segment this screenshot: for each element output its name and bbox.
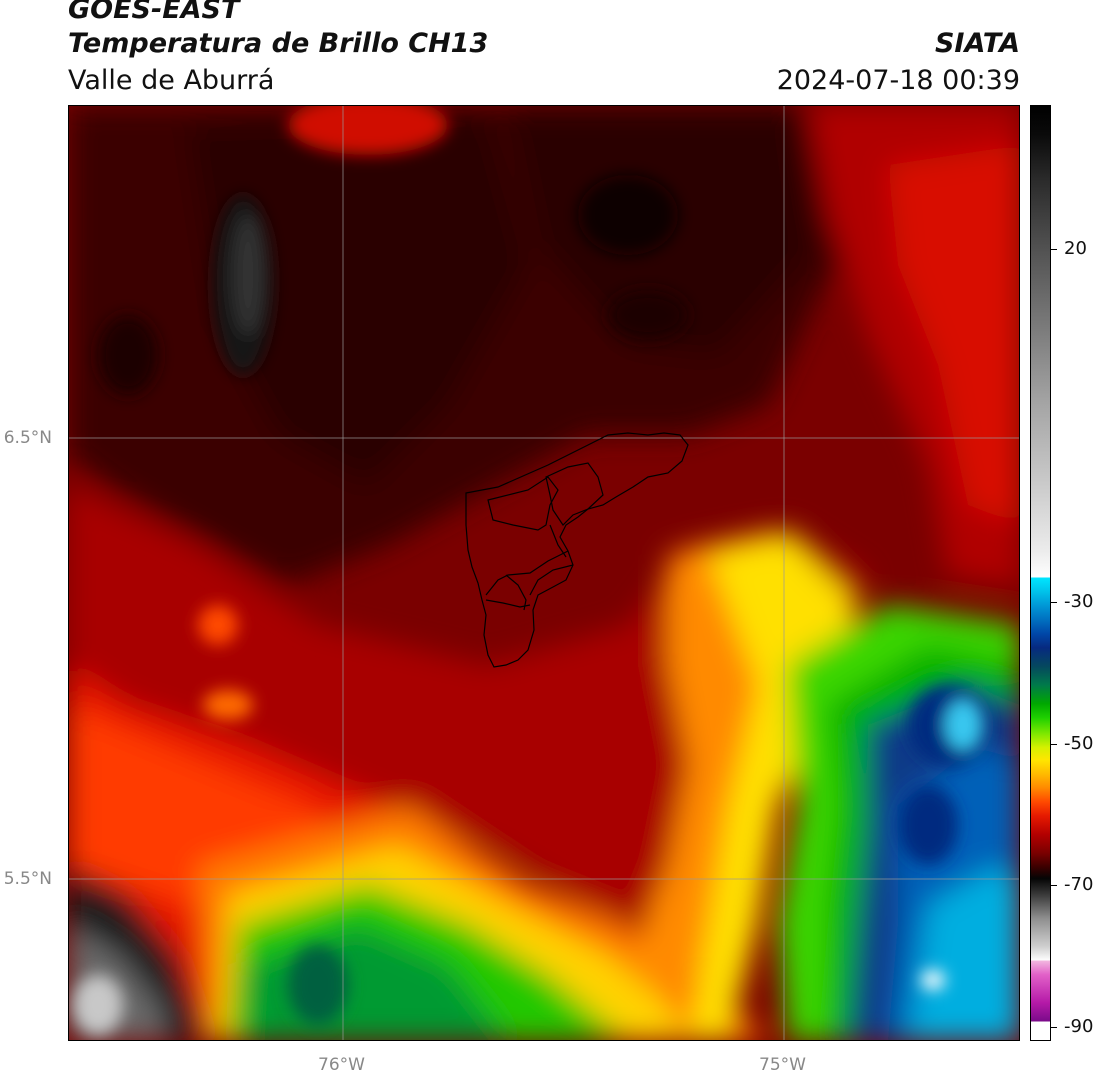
satellite-title: GOES-EAST <box>68 0 240 25</box>
municipal-boundaries <box>465 432 689 668</box>
cloud-details <box>73 105 988 1035</box>
colorbar-tick <box>1051 602 1057 603</box>
colorbar-label-20: 20 <box>1064 238 1087 259</box>
brightness-temperature-map <box>68 105 1020 1041</box>
lon-label-76w: 76°W <box>318 1055 365 1075</box>
product-title: Temperatura de Brillo CH13 <box>68 28 489 59</box>
region-subtitle: Valle de Aburrá <box>68 65 275 96</box>
lat-label-6-5n: 6.5°N <box>3 428 52 448</box>
colorbar-label-minus90: -90 <box>1064 1016 1094 1037</box>
colorbar-label-minus30: -30 <box>1064 591 1094 612</box>
lat-label-5-5n: 5.5°N <box>3 869 52 889</box>
colorbar-tick <box>1051 249 1057 250</box>
colorbar-tick <box>1051 1027 1057 1028</box>
lon-label-75w: 75°W <box>759 1055 806 1075</box>
colorbar-tick <box>1051 744 1057 745</box>
timestamp: 2024-07-18 00:39 <box>776 65 1020 96</box>
organization-label: SIATA <box>934 28 1020 59</box>
colorbar-tick <box>1051 885 1057 886</box>
temperature-colorbar <box>1030 105 1051 1041</box>
colorbar-label-minus70: -70 <box>1064 874 1094 895</box>
colorbar-label-minus50: -50 <box>1064 733 1094 754</box>
